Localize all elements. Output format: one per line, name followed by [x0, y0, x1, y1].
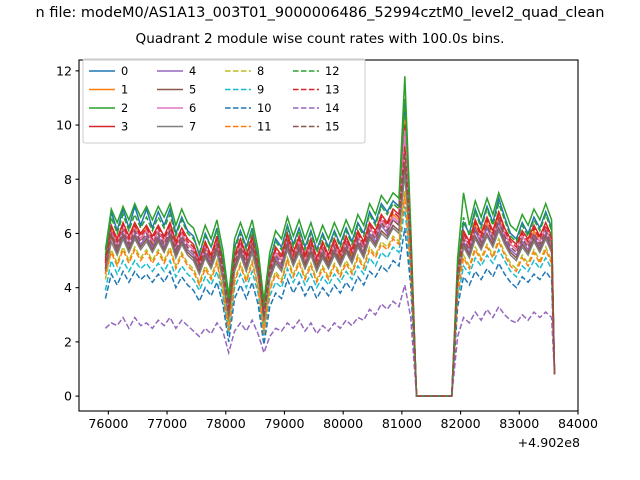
x-tick-label: 81000: [382, 416, 422, 431]
y-tick-label: 4: [64, 280, 72, 295]
x-tick-label: 79000: [264, 416, 304, 431]
series-line-3: [104, 125, 556, 397]
legend-label-13: 13: [325, 83, 340, 97]
x-tick-label: 76000: [88, 416, 128, 431]
series-line-7: [104, 173, 556, 397]
series-line-5: [104, 162, 556, 397]
legend-label-4: 4: [189, 64, 196, 78]
legend-label-0: 0: [121, 64, 128, 78]
series-line-2: [104, 76, 556, 397]
x-tick-label: 84000: [558, 416, 598, 431]
x-axis-offset-label: +4.902e8: [518, 435, 580, 450]
x-tick-label: 77000: [147, 416, 187, 431]
legend-label-9: 9: [257, 83, 264, 97]
legend-label-7: 7: [189, 120, 196, 134]
series-line-14: [104, 284, 556, 397]
y-tick-label: 10: [56, 118, 72, 133]
y-tick-label: 12: [56, 63, 72, 78]
series-line-9: [104, 206, 556, 397]
series-line-12: [104, 97, 556, 397]
legend-label-1: 1: [121, 83, 128, 97]
series-line-10: [104, 227, 556, 397]
legend-label-10: 10: [257, 101, 272, 115]
legend-label-3: 3: [121, 120, 128, 134]
legend-label-14: 14: [325, 101, 340, 115]
legend-label-2: 2: [121, 101, 128, 115]
y-tick-label: 2: [64, 334, 72, 349]
legend-label-12: 12: [325, 64, 340, 78]
legend-label-5: 5: [189, 83, 196, 97]
legend-frame: [82, 58, 366, 144]
x-tick-label: 80000: [323, 416, 363, 431]
figure-suptitle: n file: modeM0/AS1A13_003T01_9000006486_…: [35, 5, 605, 21]
y-tick-label: 6: [64, 226, 72, 241]
x-tick-label: 83000: [499, 416, 539, 431]
series-line-0: [104, 103, 556, 397]
data-series-group: [104, 76, 556, 397]
series-line-8: [104, 190, 556, 397]
legend-label-6: 6: [189, 101, 196, 115]
series-line-4: [104, 135, 556, 397]
y-tick-label: 0: [64, 389, 72, 404]
series-line-11: [104, 195, 556, 397]
series-line-15: [104, 154, 556, 397]
legend-label-8: 8: [257, 64, 264, 78]
legend-label-11: 11: [257, 120, 272, 134]
axes-title: Quadrant 2 module wise count rates with …: [135, 31, 505, 47]
x-tick-label: 82000: [441, 416, 481, 431]
legend-label-15: 15: [325, 120, 340, 134]
series-line-13: [104, 146, 556, 397]
x-tick-label: 78000: [206, 416, 246, 431]
y-tick-label: 8: [64, 172, 72, 187]
